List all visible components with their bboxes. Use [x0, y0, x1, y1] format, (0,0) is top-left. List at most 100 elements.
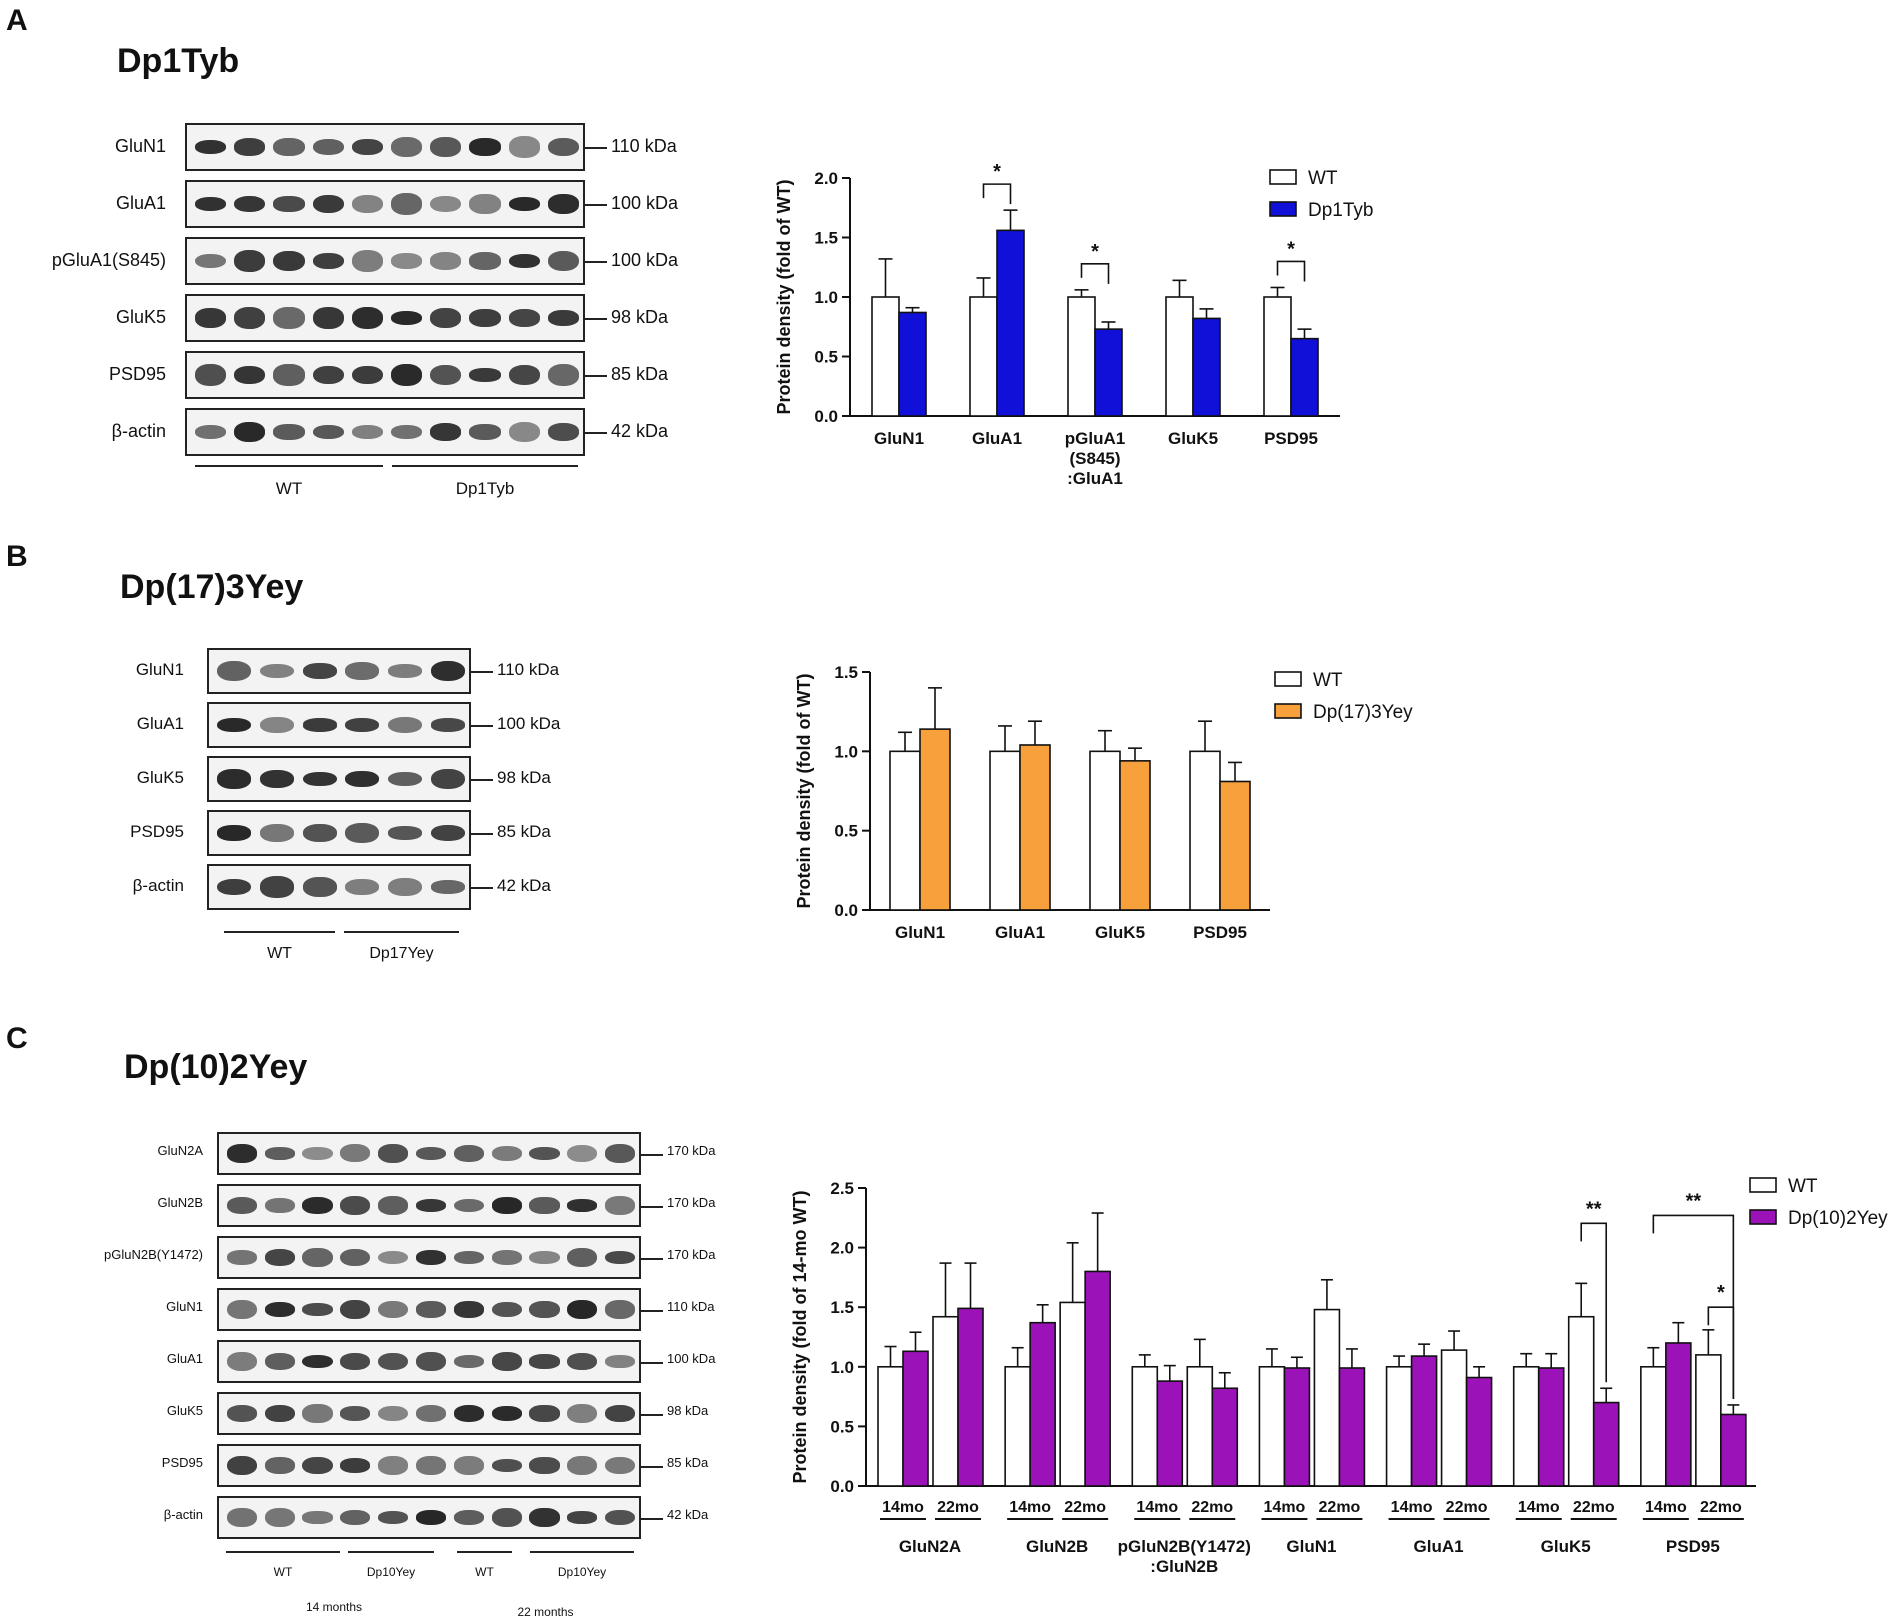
- x-category-label: PSD95: [1666, 1537, 1720, 1556]
- blot-band: [234, 138, 266, 156]
- subgroup-label: 14mo: [1518, 1499, 1560, 1516]
- bar: [871, 296, 900, 417]
- kda-tick: [585, 432, 607, 434]
- blot-band: [567, 1199, 598, 1212]
- group-line: [224, 931, 335, 933]
- bar-chart-b: 0.0 0.5 1.0 1.5 Protein density (fold of WT)…: [794, 663, 1413, 942]
- subgroup-label: 22mo: [1573, 1499, 1615, 1516]
- blot-band: [415, 1250, 447, 1265]
- blot-band: [469, 308, 501, 327]
- legend-label: WT: [1313, 670, 1343, 691]
- blot-row-label: β-actin: [111, 421, 166, 441]
- blot-band: [529, 1250, 560, 1265]
- blot-row-label: GluN1: [114, 136, 166, 156]
- blot-band: [234, 307, 266, 329]
- blot-band: [351, 307, 384, 329]
- blot-kda-label: 170 kDa: [667, 1246, 716, 1262]
- bar: [1186, 1366, 1214, 1487]
- subgroup-label: 14mo: [1391, 1499, 1433, 1516]
- blot-row-label: β-actin: [163, 1506, 203, 1522]
- blot-band: [259, 769, 295, 789]
- blot-kda-label: 170 kDa: [667, 1142, 716, 1158]
- blot-band: [567, 1247, 598, 1268]
- blot-band: [604, 1355, 636, 1368]
- y-axis-label: Protein density (fold of 14-mo WT): [790, 1191, 810, 1484]
- blot-band: [259, 876, 295, 898]
- blot-band: [469, 138, 501, 156]
- blot-band: [351, 424, 384, 440]
- blot-row-label: GluA1: [136, 714, 184, 733]
- blot-band: [604, 1300, 636, 1319]
- blot-row-label: β-actin: [132, 876, 184, 895]
- group-label: Dp17Yey: [369, 945, 434, 962]
- blot-band: [390, 311, 423, 325]
- blot-band: [302, 1403, 333, 1424]
- legend-swatch: [1749, 1209, 1777, 1225]
- blot-band: [547, 310, 580, 326]
- panel-c-title: Dp(10)2Yey: [124, 1048, 308, 1086]
- blot-band: [604, 1509, 636, 1526]
- blot-band: [217, 717, 252, 733]
- x-tick-label: GluN1: [874, 429, 924, 448]
- y-tick-label: 1.0: [814, 288, 838, 307]
- blot-band: [508, 421, 540, 443]
- group-line: [344, 931, 459, 933]
- blot-band: [234, 195, 266, 213]
- blot-band: [469, 368, 501, 382]
- blot-band: [469, 252, 501, 270]
- x-category-label: :GluN2B: [1150, 1557, 1218, 1576]
- blot-strip: [217, 1236, 641, 1279]
- blot-band: [264, 1507, 295, 1528]
- blot-band: [415, 1455, 447, 1476]
- bar-chart-a: 0.0 0.5 1.0 1.5 2.0 Protein density (fold of …: [774, 161, 1373, 488]
- blot-kda-label: 85 kDa: [611, 364, 669, 384]
- bar: [919, 728, 951, 911]
- blot-band: [567, 1352, 598, 1371]
- kda-tick: [585, 375, 607, 377]
- blot-band: [217, 878, 252, 896]
- subgroup-label: 22mo: [1319, 1499, 1361, 1516]
- y-tick-label: 2.0: [814, 169, 838, 188]
- blot-kda-label: 42 kDa: [667, 1506, 709, 1522]
- group-line: [226, 1551, 340, 1553]
- legend-swatch: [1269, 201, 1297, 217]
- blot-band: [415, 1147, 447, 1160]
- blot-band: [264, 1457, 295, 1474]
- panel-a-title: Dp1Tyb: [117, 42, 240, 80]
- kda-tick: [641, 1153, 663, 1156]
- blot-band: [529, 1457, 560, 1474]
- blot-band: [302, 1511, 333, 1524]
- bar: [902, 1350, 929, 1487]
- bar: [957, 1307, 984, 1487]
- blot-band: [302, 1302, 333, 1317]
- bar: [1640, 1366, 1667, 1487]
- blot-band: [529, 1146, 560, 1161]
- x-tick-label: GluK5: [1095, 923, 1145, 942]
- blot-band: [430, 195, 462, 213]
- blot-band: [351, 249, 384, 272]
- blot-band: [491, 1406, 522, 1421]
- bar: [1385, 1366, 1413, 1487]
- kda-tick: [585, 147, 607, 149]
- significance-label: **: [1586, 1198, 1602, 1220]
- blot-band: [508, 309, 540, 327]
- blot-kda-label: 85 kDa: [667, 1454, 709, 1470]
- blot-band: [430, 136, 462, 157]
- x-tick-label: :GluA1: [1067, 469, 1123, 488]
- bar: [1059, 1301, 1086, 1487]
- blot-band: [491, 1352, 522, 1371]
- blot-band: [340, 1458, 371, 1473]
- bar: [1119, 760, 1151, 911]
- blot-strip: [185, 294, 585, 342]
- bar: [877, 1366, 904, 1487]
- bar: [1156, 1380, 1184, 1487]
- kda-tick: [641, 1465, 663, 1468]
- blot-band: [604, 1144, 636, 1163]
- blot-band: [491, 1146, 522, 1161]
- blot-band: [345, 662, 380, 680]
- blot-band: [453, 1405, 484, 1422]
- blot-band: [345, 878, 380, 895]
- blot-band: [430, 364, 462, 386]
- y-tick-label: 1.5: [830, 1298, 854, 1317]
- y-tick-label: 0.5: [834, 822, 858, 841]
